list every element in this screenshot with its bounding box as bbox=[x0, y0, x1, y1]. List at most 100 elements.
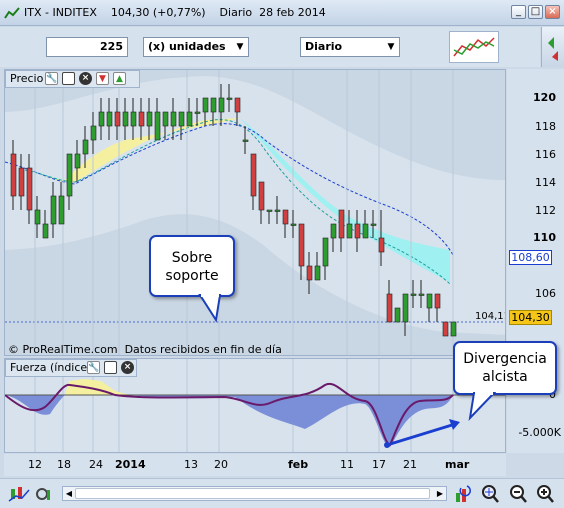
wrench-icon[interactable]: 🔧 bbox=[87, 361, 100, 374]
scroll-left-icon[interactable]: ◀ bbox=[65, 489, 73, 498]
divergence-callout-pointer bbox=[468, 392, 496, 421]
x-tick: 20 bbox=[214, 458, 228, 471]
y-tick: 114 bbox=[535, 176, 556, 189]
candle-body bbox=[250, 153, 257, 197]
candle-body bbox=[378, 237, 385, 253]
x-tick: 24 bbox=[89, 458, 103, 471]
zoom-in-button[interactable] bbox=[535, 483, 555, 505]
candle-body bbox=[258, 181, 265, 211]
candle-body bbox=[50, 195, 57, 225]
candle-body bbox=[338, 209, 345, 239]
candle-body bbox=[114, 111, 121, 127]
candle-body bbox=[218, 97, 225, 113]
candle-body bbox=[234, 97, 241, 113]
price-chart-panel[interactable]: Precio 🔧 × ▼ ▲ © ProRealTime.com Datos r… bbox=[4, 69, 506, 356]
window-icon[interactable] bbox=[104, 361, 117, 374]
indicators-chart-icon bbox=[453, 37, 495, 57]
ma-fast-line bbox=[24, 119, 451, 285]
candle-body bbox=[314, 265, 321, 281]
candle-body bbox=[194, 111, 201, 114]
x-tick: 12 bbox=[28, 458, 42, 471]
minimize-button[interactable]: _ bbox=[511, 5, 526, 19]
candle-body bbox=[290, 223, 297, 226]
upper-band-area bbox=[5, 70, 505, 180]
close-window-button[interactable]: × bbox=[545, 5, 560, 19]
force-negative-area bbox=[5, 395, 453, 448]
candle-body bbox=[26, 167, 33, 211]
maximize-button[interactable]: □ bbox=[528, 5, 543, 19]
ind-panel-header: Fuerza (índice) bbox=[5, 359, 137, 377]
candle-body bbox=[306, 265, 313, 281]
zoom-out-button[interactable] bbox=[508, 483, 528, 505]
down-arrow-icon[interactable]: ▼ bbox=[96, 72, 109, 85]
candle-body bbox=[298, 223, 305, 267]
support-callout-line1: Sobre bbox=[171, 250, 213, 266]
close-icon[interactable]: × bbox=[79, 72, 92, 85]
window-title: ITX - INDITEX 104,30 (+0,77%) Diario 28 … bbox=[24, 6, 326, 19]
zoom-in-icon bbox=[537, 485, 554, 503]
divergence-arrow-dot bbox=[384, 442, 390, 448]
candle-body bbox=[442, 321, 449, 337]
x-tick: 18 bbox=[57, 458, 71, 471]
candle-body bbox=[226, 97, 233, 100]
drawing-tools-button[interactable] bbox=[34, 484, 56, 504]
force-positive-area bbox=[65, 379, 130, 395]
units-select-label: (x) unidades bbox=[148, 40, 226, 53]
window-icon[interactable] bbox=[62, 72, 75, 85]
y-axis: 120 118 116 114 112 110 108,60 106 104,3… bbox=[507, 69, 564, 453]
close-icon[interactable]: × bbox=[121, 361, 134, 374]
ma-slow-line bbox=[5, 123, 454, 256]
candle-body bbox=[74, 153, 81, 169]
period-select-label: Diario bbox=[305, 40, 343, 53]
units-input[interactable]: 225 bbox=[46, 37, 128, 57]
up-arrow-icon[interactable]: ▲ bbox=[113, 72, 126, 85]
support-callout-pointer bbox=[198, 294, 222, 323]
candle-body bbox=[394, 307, 401, 323]
candle-body bbox=[122, 111, 129, 127]
last-price-badge: 104,30 bbox=[509, 310, 552, 325]
wrench-icon[interactable]: 🔧 bbox=[45, 72, 58, 85]
units-select[interactable]: (x) unidades ▼ bbox=[143, 37, 249, 57]
scrollbar-thumb[interactable] bbox=[75, 488, 430, 499]
divergence-callout-line2: alcista bbox=[482, 369, 528, 385]
candle-body bbox=[42, 223, 49, 239]
force-index-line bbox=[5, 382, 454, 447]
price-chart-svg[interactable] bbox=[5, 70, 506, 356]
candle-body bbox=[106, 111, 113, 127]
zoom-fit-button[interactable] bbox=[480, 483, 500, 505]
candle-body bbox=[450, 321, 457, 337]
ind-tick-neg: -5.000K bbox=[518, 426, 561, 439]
arrows-icon bbox=[548, 37, 558, 61]
force-index-panel[interactable]: Fuerza (índice) 🔧 × bbox=[4, 358, 506, 453]
cloud-bearish bbox=[240, 118, 450, 282]
candles-icon bbox=[8, 487, 30, 502]
side-panel-toggle[interactable] bbox=[541, 27, 564, 67]
refresh-button[interactable] bbox=[453, 483, 473, 505]
divergence-arrow-line bbox=[386, 423, 453, 447]
candle-body bbox=[370, 223, 377, 226]
upper-band-price-badge: 108,60 bbox=[509, 250, 552, 265]
candle-body bbox=[138, 111, 145, 127]
candle-body bbox=[346, 223, 353, 239]
period-select[interactable]: Diario ▼ bbox=[300, 37, 400, 57]
y-tick: 118 bbox=[535, 120, 556, 133]
last-price-line-label: 104,11 bbox=[475, 311, 505, 322]
candle-body bbox=[242, 139, 249, 142]
candle-body bbox=[322, 237, 329, 267]
candle-body bbox=[58, 195, 65, 225]
chart-type-button[interactable] bbox=[8, 484, 30, 504]
price-panel-label: Precio bbox=[10, 72, 44, 85]
candle-body bbox=[274, 209, 281, 212]
chevron-down-icon: ▼ bbox=[387, 42, 395, 52]
chart-app-icon bbox=[4, 7, 20, 19]
candle-body bbox=[146, 111, 153, 127]
indicators-button[interactable] bbox=[449, 31, 499, 63]
candle-body bbox=[10, 153, 17, 197]
candle-body bbox=[434, 293, 441, 309]
horizontal-scrollbar[interactable]: ◀ ▶ bbox=[62, 486, 447, 501]
candle-body bbox=[66, 153, 73, 197]
candle-body bbox=[418, 293, 425, 296]
candle-body bbox=[410, 293, 417, 296]
toolbar: 225 (x) unidades ▼ Diario ▼ bbox=[0, 27, 540, 67]
scroll-right-icon[interactable]: ▶ bbox=[436, 489, 444, 498]
